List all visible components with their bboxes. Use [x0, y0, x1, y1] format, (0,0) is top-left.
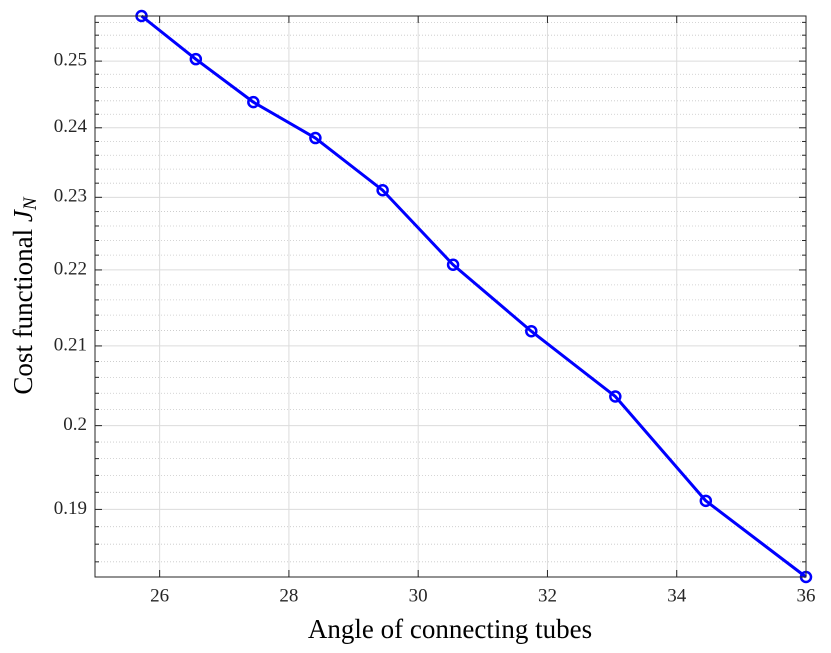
point-marker — [446, 258, 460, 271]
x-axis-label: Angle of connecting tubes — [308, 614, 592, 644]
y-tick-label: 0.25 — [54, 49, 87, 70]
y-tick-label: 0.23 — [54, 186, 87, 207]
y-tick-label: 0.22 — [54, 258, 87, 279]
y-tick-label: 0.2 — [63, 414, 87, 435]
point-marker — [609, 390, 622, 403]
x-tick-label: 28 — [279, 585, 298, 606]
series-line — [140, 14, 807, 579]
x-tick-label: 34 — [667, 585, 687, 606]
y-label-subscript: N — [20, 196, 41, 211]
point-marker — [309, 131, 322, 145]
y-tick-label: 0.19 — [54, 498, 87, 519]
y-axis-label: Cost functional JN — [8, 196, 41, 394]
y-label-text: Cost functional — [8, 229, 38, 395]
x-tick-label: 30 — [409, 585, 428, 606]
point-marker — [699, 494, 713, 508]
point-marker — [247, 95, 260, 109]
point-marker — [189, 52, 203, 66]
y-tick-label: 0.21 — [54, 334, 87, 355]
x-tick-label: 32 — [538, 585, 557, 606]
plot-area — [95, 16, 806, 577]
x-tick-label: 26 — [150, 585, 169, 606]
axes-frame — [94, 15, 807, 578]
y-tick-label: 0.24 — [54, 116, 88, 137]
point-marker — [376, 183, 389, 197]
y-label-symbol: J — [8, 208, 38, 222]
x-tick-label: 36 — [797, 585, 816, 606]
point-marker — [525, 324, 538, 338]
